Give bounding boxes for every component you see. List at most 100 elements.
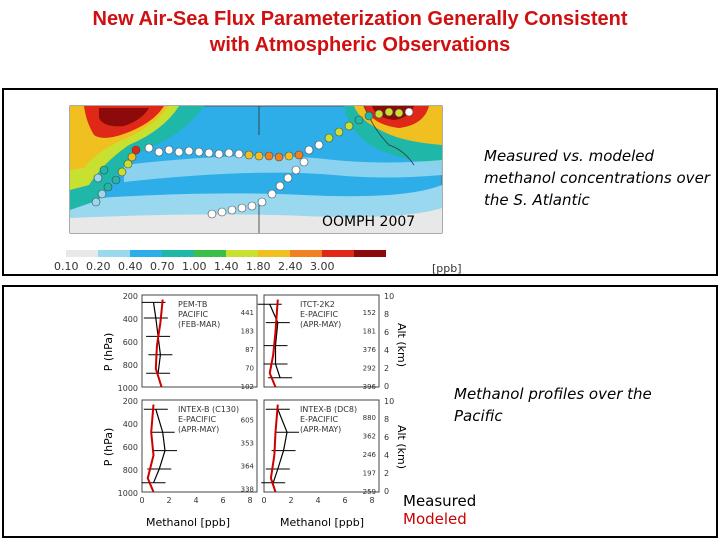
colorbar-tick-label: 1.00	[182, 260, 207, 273]
atlantic-map-figure: OOMPH 2007 0.10 0.20 0.40 0.70 1.00 1.40 1.80 2…	[54, 105, 462, 274]
colorbar-cell	[258, 250, 290, 257]
subplot-title-line: (FEB-MAR)	[178, 320, 220, 329]
p-tick-label: 200	[123, 397, 138, 406]
colorbar-tick-label: 0.20	[86, 260, 111, 273]
subplot-title-line: E-PACIFIC	[178, 415, 216, 424]
subplot-frame	[263, 294, 380, 388]
subplot-count: 181	[363, 328, 376, 336]
colorbar-tick-label: 3.00	[310, 260, 335, 273]
alt-tick-label: 10	[384, 292, 394, 301]
subplot-count: 338	[241, 486, 254, 494]
legend-measured: Measured	[403, 492, 477, 510]
y-right-label-top: Alt (km)	[395, 323, 408, 367]
colorbar-cell	[162, 250, 194, 257]
x-tick-label: 8	[369, 496, 374, 505]
subplot-title-line: INTEX-B (C130)	[178, 405, 239, 414]
alt-tick-label: 6	[384, 433, 389, 442]
colorbar-unit: [ppb]	[432, 262, 462, 274]
subplot-title-line: E-PACIFIC	[300, 310, 338, 319]
colorbar-cell	[354, 250, 386, 257]
subplot-title-line: (APR-MAY)	[178, 425, 219, 434]
subplot-frame	[141, 399, 258, 493]
colorbar-cell	[130, 250, 162, 257]
p-tick-label: 400	[123, 315, 138, 324]
colorbar-cell	[322, 250, 354, 257]
p-tick-label: 800	[123, 466, 138, 475]
legend-modeled: Modeled	[403, 510, 467, 528]
p-tick-label: 1000	[118, 384, 138, 393]
methanol-map: OOMPH 2007	[69, 105, 443, 234]
modeled-profile	[269, 404, 279, 493]
colorbar-cell	[66, 250, 98, 257]
alt-tick-label: 10	[384, 397, 394, 406]
title-line-1: New Air-Sea Flux Parameterization Genera…	[92, 8, 628, 30]
pacific-profiles-panel: P (hPa) P (hPa) Alt (km) Alt (km) Methan…	[2, 285, 718, 538]
x-label-right: Methanol [ppb]	[280, 516, 364, 529]
subplot-intex-b-c130: INTEX-B (C130)E-PACIFIC(APR-MAY) 605 353 36…	[141, 399, 258, 494]
subplot-title-line: E-PACIFIC	[300, 415, 338, 424]
subplot-count: 605	[241, 417, 254, 425]
subplot-count: 376	[363, 346, 377, 354]
modeled-profile	[268, 299, 279, 388]
x-tick-label: 4	[315, 496, 320, 505]
pacific-caption: Methanol profiles over the Pacific	[454, 385, 652, 425]
alt-tick-label: 8	[384, 415, 389, 424]
map-label: OOMPH 2007	[322, 214, 415, 230]
colorbar: 0.10 0.20 0.40 0.70 1.00 1.40 1.80 2.40 3.00 [pp…	[54, 250, 462, 274]
x-label-left: Methanol [ppb]	[146, 516, 230, 529]
alt-tick-label: 8	[384, 310, 389, 319]
subplot-count: 292	[363, 364, 376, 372]
y-left-label-top: P (hPa)	[102, 333, 115, 372]
p-tick-label: 400	[123, 420, 138, 429]
x-tick-label: 6	[342, 496, 347, 505]
pacific-profiles-figure: P (hPa) P (hPa) Alt (km) Alt (km) Methan…	[102, 292, 408, 529]
x-tick-label: 4	[193, 496, 198, 505]
alt-tick-label: 2	[384, 364, 389, 373]
colorbar-tick-label: 0.40	[118, 260, 143, 273]
alt-tick-label: 4	[384, 346, 389, 355]
subplot-count: 87	[245, 346, 254, 354]
x-tick-label: 0	[261, 496, 266, 505]
x-tick-label: 2	[288, 496, 293, 505]
colorbar-tick-label: 1.80	[246, 260, 271, 273]
x-tick-label: 6	[220, 496, 225, 505]
colorbar-cell	[194, 250, 226, 257]
subplot-count: 102	[241, 383, 254, 391]
subplot-frame	[263, 399, 380, 493]
alt-tick-label: 0	[384, 382, 389, 391]
slide-title: New Air-Sea Flux Parameterization Genera…	[0, 6, 720, 58]
subplot-count: 353	[241, 440, 254, 448]
p-tick-label: 600	[123, 338, 138, 347]
subplot-count: 362	[363, 433, 376, 441]
subplot-count: 152	[363, 309, 376, 317]
modeled-profile	[154, 299, 164, 388]
colorbar-tick-label: 1.40	[214, 260, 239, 273]
alt-tick-label: 4	[384, 451, 389, 460]
atlantic-map-panel: OOMPH 2007 0.10 0.20 0.40 0.70 1.00 1.40 1.80 2…	[2, 88, 718, 276]
subplot-count: 364	[241, 463, 255, 471]
subplot-count: 396	[363, 383, 377, 391]
colorbar-cell	[98, 250, 130, 257]
subplot-count: 441	[241, 309, 254, 317]
subplot-title-line: (APR-MAY)	[300, 425, 341, 434]
subplot-title-line: (APR-MAY)	[300, 320, 341, 329]
p-tick-label: 600	[123, 443, 138, 452]
y-right-label-bottom: Alt (km)	[395, 425, 408, 469]
x-tick-label: 0	[139, 496, 144, 505]
subplot-count: 70	[245, 364, 254, 372]
colorbar-tick-label: 2.40	[278, 260, 303, 273]
subplot-count: 183	[241, 328, 254, 336]
alt-tick-label: 6	[384, 328, 389, 337]
p-tick-label: 1000	[118, 489, 138, 498]
subplot-count: 880	[363, 414, 376, 422]
p-tick-label: 800	[123, 361, 138, 370]
colorbar-tick-label: 0.10	[54, 260, 79, 273]
subplot-intex-b-dc8: INTEX-B (DC8)E-PACIFIC(APR-MAY) 880 362 246…	[261, 399, 380, 496]
atlantic-caption: Measured vs. modeled methanol concentrat…	[484, 147, 710, 209]
alt-tick-label: 0	[384, 487, 389, 496]
title-line-2: with Atmospheric Observations	[209, 34, 511, 56]
subplot-count: 259	[363, 488, 376, 496]
y-left-label-bottom: P (hPa)	[102, 428, 115, 467]
